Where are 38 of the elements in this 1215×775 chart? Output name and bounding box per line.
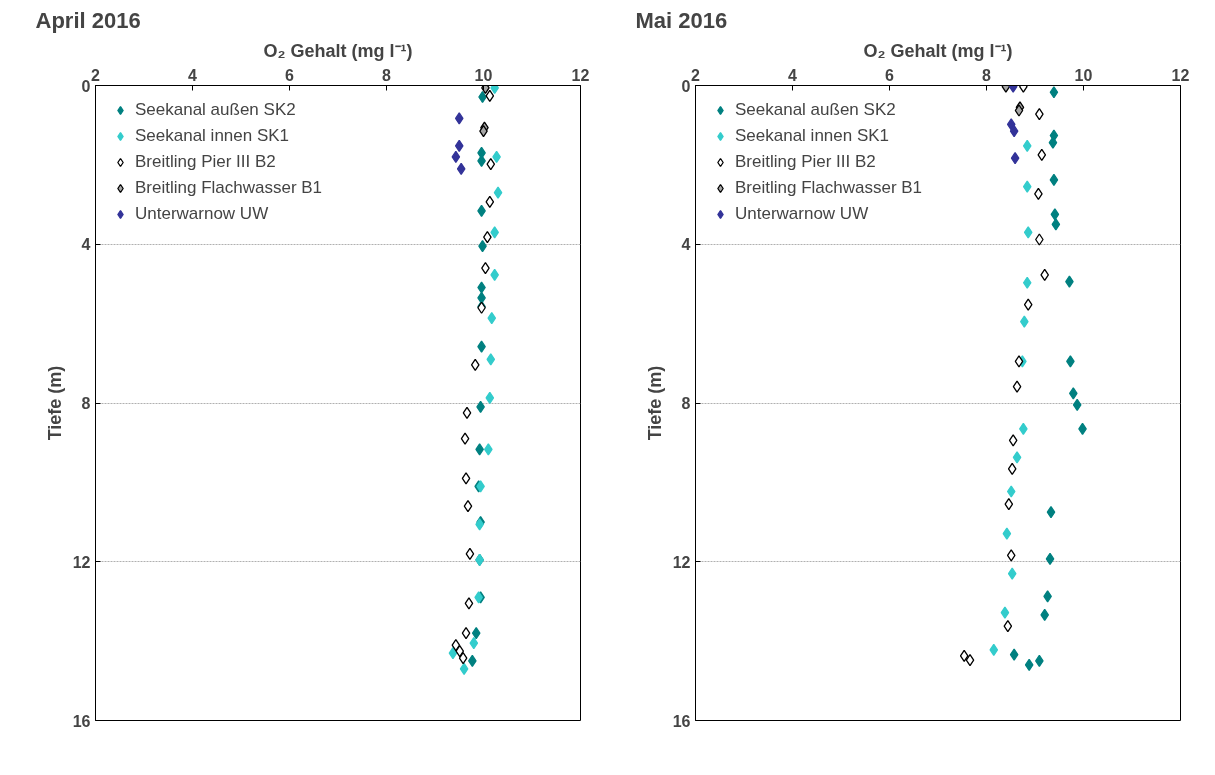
x-tick-label: 8 [382, 66, 392, 84]
y-tick-label: 16 [72, 712, 91, 730]
y-axis-title: Tiefe (m) [644, 365, 665, 441]
x-tick-label: 4 [788, 66, 798, 84]
x-tick-label: 10 [474, 66, 493, 84]
legend-label: Unterwarnow UW [735, 204, 869, 224]
x-tick-label: 2 [691, 66, 701, 84]
legend-label: Seekanal innen SK1 [135, 126, 290, 146]
x-tick-label: 4 [188, 66, 198, 84]
legend-label: Seekanal außen SK2 [735, 100, 896, 120]
x-tick-label: 12 [571, 66, 590, 84]
y-tick-label: 0 [81, 77, 91, 95]
legend-label: Unterwarnow UW [135, 204, 269, 224]
legend-label: Breitling Pier III B2 [135, 152, 276, 172]
legend-label: Seekanal innen SK1 [735, 126, 890, 146]
y-tick-label: 12 [72, 553, 91, 571]
chart-title: Mai 2016 [635, 7, 728, 33]
y-tick-label: 8 [81, 395, 91, 412]
x-tick-label: 12 [1171, 66, 1190, 84]
x-axis-title: O₂ Gehalt (mg l⁻¹) [863, 40, 1013, 61]
y-tick-label: 4 [81, 236, 91, 254]
x-tick-label: 6 [885, 66, 895, 84]
chart-title: April 2016 [35, 7, 141, 33]
y-tick-label: 8 [681, 395, 691, 412]
y-tick-label: 0 [681, 77, 691, 95]
legend-label: Seekanal außen SK2 [135, 100, 296, 120]
legend-label: Breitling Flachwasser B1 [135, 178, 323, 198]
x-tick-label: 2 [91, 66, 101, 84]
y-axis-title: Tiefe (m) [44, 365, 65, 441]
y-tick-label: 16 [672, 712, 691, 730]
y-tick-label: 4 [681, 236, 691, 254]
x-tick-label: 6 [285, 66, 295, 84]
x-tick-label: 8 [982, 66, 992, 84]
legend-label: Breitling Pier III B2 [735, 152, 876, 172]
y-tick-label: 12 [672, 553, 691, 571]
x-axis-title: O₂ Gehalt (mg l⁻¹) [263, 40, 413, 61]
x-tick-label: 10 [1074, 66, 1093, 84]
legend-label: Breitling Flachwasser B1 [735, 178, 923, 198]
